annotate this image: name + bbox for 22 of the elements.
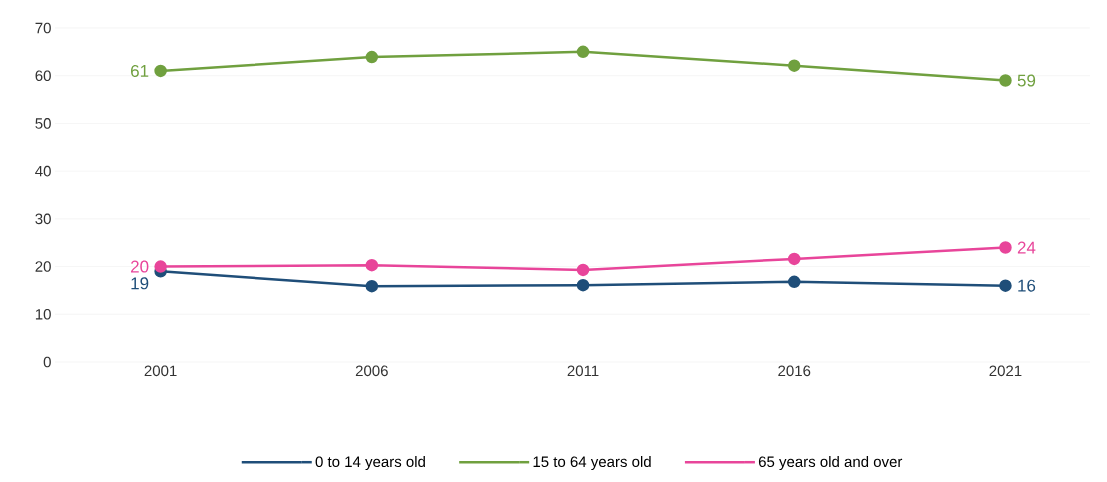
y-tick-label: 40 <box>35 165 51 177</box>
x-tick-label: 2011 <box>567 365 599 377</box>
data-label: 20 <box>131 260 149 273</box>
legend-label: 0 to 14 years old <box>315 456 425 470</box>
data-label: 61 <box>131 64 149 77</box>
data-label: 16 <box>1018 279 1036 292</box>
y-tick-label: 70 <box>35 22 51 34</box>
legend-label: 65 years old and over <box>758 456 903 470</box>
y-tick-label: 50 <box>35 118 51 129</box>
legend-label: 15 to 64 years old <box>533 456 651 470</box>
data-label: 24 <box>1017 241 1036 254</box>
y-tick-label: 10 <box>35 308 51 320</box>
y-tick-label: 60 <box>35 70 51 82</box>
x-tick-label: 2016 <box>778 365 811 377</box>
data-label: 59 <box>1017 74 1036 87</box>
x-tick-label: 2001 <box>144 365 177 377</box>
y-tick-label: 30 <box>35 213 51 225</box>
y-tick-label: 20 <box>35 261 51 272</box>
x-tick-label: 2021 <box>989 365 1022 377</box>
y-tick-label: 0 <box>43 356 51 368</box>
x-tick-label: 2006 <box>355 365 388 377</box>
data-label: 19 <box>131 277 149 290</box>
